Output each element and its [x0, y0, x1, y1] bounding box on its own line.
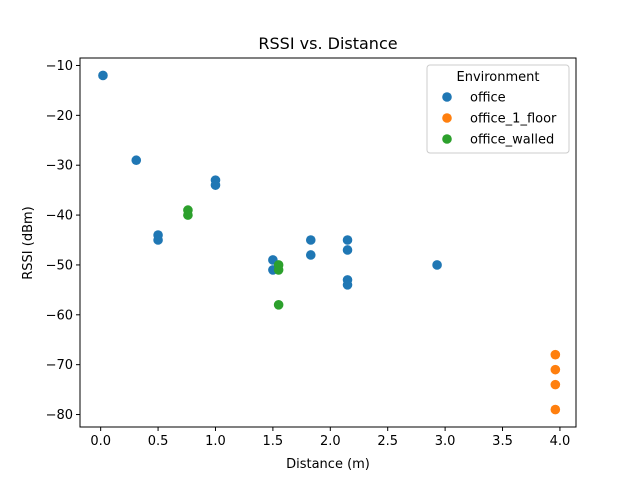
- legend-marker: [442, 92, 452, 102]
- x-tick-label: 2.5: [377, 434, 398, 449]
- x-tick-label: 3.5: [492, 434, 513, 449]
- y-tick-label: −40: [46, 209, 73, 224]
- data-point: [131, 155, 142, 166]
- legend: Environment office office_1_floor office_wa…: [426, 64, 570, 154]
- data-point: [305, 250, 316, 260]
- y-tick-label: −50: [46, 258, 73, 273]
- data-point: [342, 245, 353, 255]
- legend-entry: office: [470, 91, 506, 106]
- chart-title: RSSI vs. Distance: [258, 34, 397, 53]
- x-axis-label: Distance (m): [286, 457, 370, 472]
- x-tick-label: 0.5: [148, 434, 169, 449]
- data-point: [550, 349, 561, 360]
- plot-area: [79, 57, 577, 428]
- x-tick-label: 0.0: [90, 434, 111, 449]
- plot-frame: [79, 57, 577, 428]
- x-tick-label: 4.0: [550, 434, 571, 449]
- data-point: [550, 364, 561, 375]
- data-point: [305, 235, 316, 245]
- x-tick-label: 2.0: [320, 434, 341, 449]
- data-point: [273, 265, 284, 275]
- data-point: [432, 260, 442, 270]
- y-tick-label: −80: [46, 408, 73, 423]
- legend-entry: office_1_floor: [470, 112, 557, 127]
- data-point: [550, 404, 561, 415]
- x-axis-ticks: 0.0 0.5 1.0 1.5 2.0 2.5 3.0 3.5 4.0: [90, 427, 570, 449]
- data-point: [98, 70, 108, 81]
- x-tick-label: 3.0: [435, 434, 456, 449]
- data-point: [273, 300, 284, 310]
- data-point: [550, 379, 561, 390]
- y-tick-label: −60: [46, 308, 73, 323]
- legend-marker: [442, 113, 452, 123]
- legend-box: [426, 64, 570, 154]
- data-point: [210, 180, 221, 190]
- y-axis-ticks: −10 −20 −30 −40 −50 −60 −70 −80: [46, 59, 80, 423]
- data-point: [183, 210, 193, 220]
- data-point: [153, 235, 163, 245]
- y-tick-label: −10: [46, 59, 73, 74]
- y-axis-label: RSSI (dBm): [21, 206, 36, 279]
- data-point: [342, 280, 353, 290]
- x-tick-label: 1.0: [205, 434, 226, 449]
- x-tick-label: 1.5: [263, 434, 284, 449]
- y-tick-label: −30: [46, 159, 73, 174]
- legend-title: Environment: [456, 70, 539, 85]
- legend-marker: [442, 134, 452, 144]
- data-point: [342, 235, 353, 245]
- legend-entry: office_walled: [470, 133, 554, 148]
- y-tick-label: −70: [46, 358, 73, 373]
- y-tick-label: −20: [46, 109, 73, 124]
